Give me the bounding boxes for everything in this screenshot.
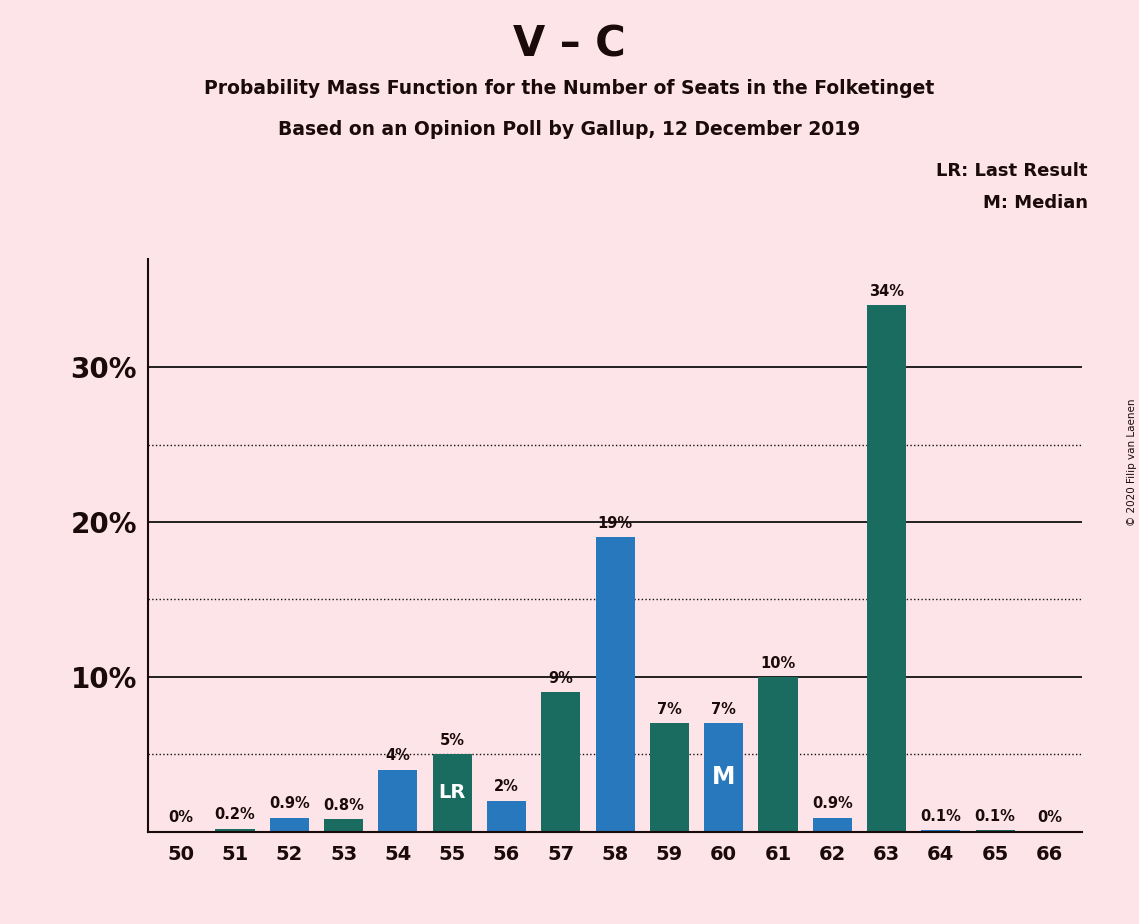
Text: 0.9%: 0.9% [812, 796, 853, 811]
Text: V – C: V – C [514, 23, 625, 65]
Text: 7%: 7% [711, 702, 736, 717]
Bar [976, 830, 1015, 832]
Text: 19%: 19% [598, 517, 632, 531]
Bar [704, 723, 744, 832]
Text: Probability Mass Function for the Number of Seats in the Folketinget: Probability Mass Function for the Number… [204, 79, 935, 98]
Bar [921, 830, 960, 832]
Text: © 2020 Filip van Laenen: © 2020 Filip van Laenen [1126, 398, 1137, 526]
Text: LR: LR [439, 784, 466, 802]
Text: 7%: 7% [657, 702, 682, 717]
Bar [867, 305, 907, 832]
Text: Based on an Opinion Poll by Gallup, 12 December 2019: Based on an Opinion Poll by Gallup, 12 D… [278, 120, 861, 140]
Text: 34%: 34% [869, 284, 904, 299]
Bar [759, 676, 797, 832]
Bar [433, 754, 472, 832]
Text: 0.1%: 0.1% [920, 808, 961, 824]
Text: 9%: 9% [548, 671, 573, 686]
Bar [215, 829, 254, 832]
Bar [813, 818, 852, 832]
Bar [541, 692, 580, 832]
Bar [486, 800, 526, 832]
Text: M: Median: M: Median [983, 194, 1088, 212]
Text: 10%: 10% [761, 655, 795, 671]
Bar [650, 723, 689, 832]
Text: 0%: 0% [169, 809, 194, 824]
Text: 0.2%: 0.2% [214, 808, 255, 822]
Text: 0%: 0% [1036, 809, 1062, 824]
Bar [323, 820, 363, 832]
Text: LR: Last Result: LR: Last Result [936, 162, 1088, 179]
Text: 0.1%: 0.1% [975, 808, 1016, 824]
Text: M: M [712, 765, 736, 789]
Bar [596, 538, 634, 832]
Text: 2%: 2% [494, 780, 519, 795]
Text: 4%: 4% [385, 748, 410, 763]
Text: 5%: 5% [440, 733, 465, 748]
Text: 0.8%: 0.8% [323, 798, 364, 813]
Text: 0.9%: 0.9% [269, 796, 310, 811]
Bar [270, 818, 309, 832]
Bar [378, 770, 417, 832]
